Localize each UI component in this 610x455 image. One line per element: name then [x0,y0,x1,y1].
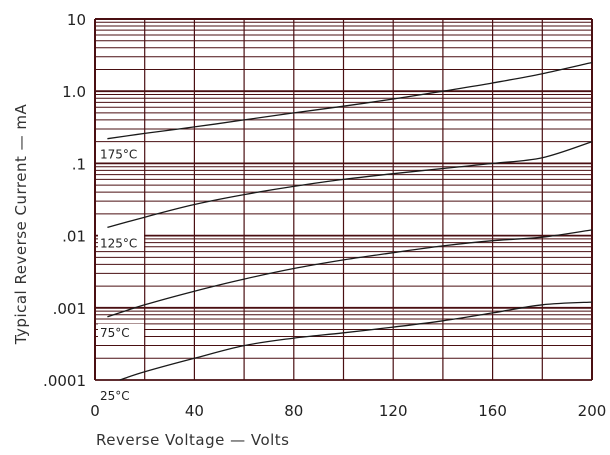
tick-labels: 0 40 80 120 160 200 .0001 .001 .01 .1 1.0 10 [43,11,606,420]
x-axis-title: Reverse Voltage — Volts [96,431,290,449]
x-tick-label: 0 [90,402,100,420]
curve-label-background [98,323,144,340]
curve-labels: 175°C 125°C 75°C 25°C [98,145,144,403]
curve-label-background [98,387,144,403]
x-tick-label: 160 [478,402,507,420]
curve-label-3: 25°C [100,389,130,403]
grid [94,18,593,381]
y-tick-label: .01 [62,228,86,246]
y-tick-label: .0001 [43,372,86,390]
x-tick-label: 40 [185,402,204,420]
y-tick-label: 10 [67,11,86,29]
series-line-2 [107,229,593,318]
curve-label-1: 125°C [100,236,137,250]
x-tick-label: 80 [284,402,303,420]
curves [107,61,593,381]
y-tick-label: .1 [72,155,86,173]
series-line-0 [107,61,593,140]
curve-label-0: 175°C [100,148,137,162]
y-axis-title: Typical Reverse Current — mA [12,103,30,345]
x-tick-label: 200 [578,402,607,420]
series-line-1 [107,141,593,229]
series-line-3 [119,301,593,381]
curve-label-2: 75°C [100,326,130,340]
x-tick-label: 120 [379,402,408,420]
y-tick-label: .001 [53,300,86,318]
curve-label-background [98,234,144,251]
y-tick-label: 1.0 [62,83,86,101]
curve-label-background [98,145,144,162]
